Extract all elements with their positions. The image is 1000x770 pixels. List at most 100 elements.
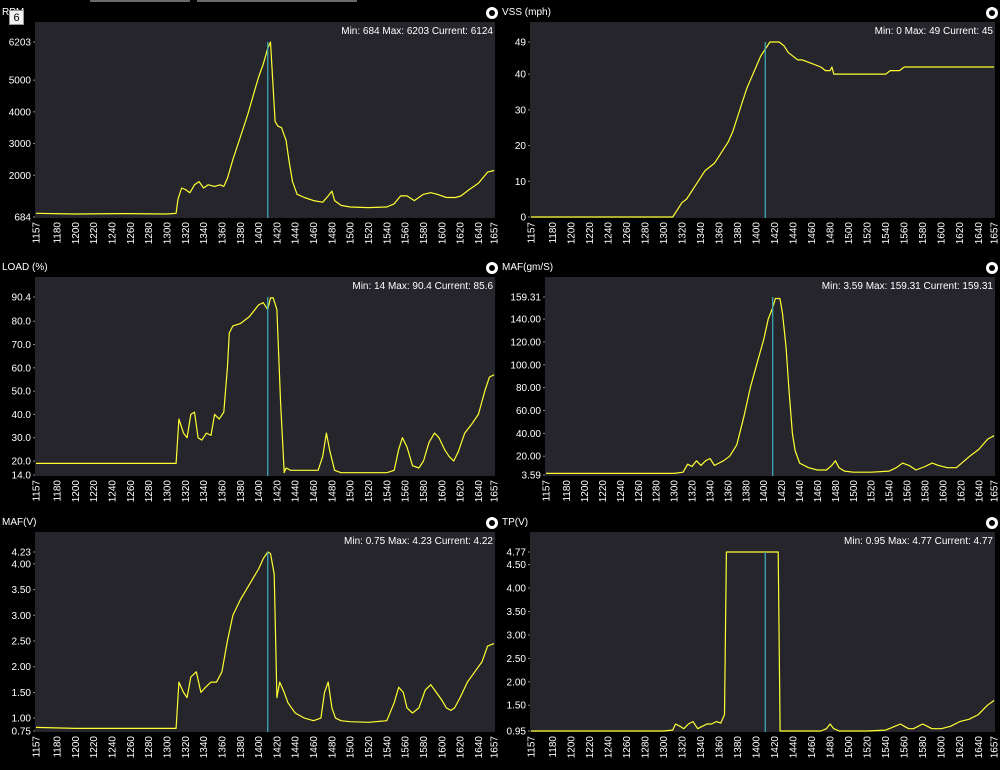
top-divider [197, 0, 357, 2]
x-tick-label: 1560 [900, 222, 911, 245]
x-tick-label: 1520 [863, 736, 874, 759]
maf-v-options-button[interactable] [486, 517, 498, 529]
x-tick-label: 1480 [826, 736, 837, 759]
y-tick-label: 80.0 [12, 317, 32, 328]
x-tick-label: 1260 [126, 480, 137, 503]
y-tick-label: 4000 [9, 107, 32, 118]
x-tick-label: 1640 [474, 736, 485, 759]
x-tick-label: 1157 [527, 222, 538, 244]
x-tick-label: 1420 [777, 480, 788, 503]
x-tick-label: 1340 [199, 480, 210, 503]
load-title: LOAD (%) [2, 262, 48, 273]
tp-v-chart[interactable]: Min: 0.95 Max: 4.77 Current: 4.77 0.95 1.5… [500, 532, 1000, 766]
vss-mph-options-button[interactable] [986, 7, 998, 19]
x-tick-label: 1600 [437, 736, 448, 759]
rpm-panel-header: RPM [0, 4, 500, 22]
x-tick-label: 1500 [346, 222, 357, 245]
panel-count-badge[interactable]: 6 [9, 10, 24, 25]
y-tick-label: 0.75 [12, 727, 32, 738]
x-tick-label: 1380 [236, 736, 247, 759]
x-tick-label: 1440 [795, 480, 806, 503]
plot-area [530, 532, 995, 732]
x-tick-label: 1220 [585, 222, 596, 245]
x-tick-label: 1460 [807, 736, 818, 759]
plot-area [35, 277, 495, 476]
maf-v-title: MAF(V) [2, 517, 37, 528]
x-tick-label: 1360 [714, 222, 725, 245]
maf-gm-s-chart[interactable]: Min: 3.59 Max: 159.31 Current: 159.31 3.5… [500, 277, 1000, 510]
y-tick-label: 2.00 [507, 677, 527, 688]
maf-v-chart[interactable]: Min: 0.75 Max: 4.23 Current: 4.22 0.75 1.0… [0, 532, 501, 766]
y-tick-label: 4.00 [507, 584, 527, 595]
maf-gm-s-stats: Min: 3.59 Max: 159.31 Current: 159.31 [822, 281, 994, 292]
x-tick-label: 1500 [844, 736, 855, 759]
x-tick-label: 1440 [291, 736, 302, 759]
y-tick-label: 0.95 [507, 727, 527, 738]
x-tick-label: 1360 [217, 736, 228, 759]
maf-gm-s-options-button[interactable] [986, 262, 998, 274]
x-tick-label: 1580 [921, 480, 932, 503]
rpm-options-button[interactable] [486, 7, 498, 19]
x-tick-label: 1480 [327, 222, 338, 245]
maf-gm-s-panel-header: MAF(gm/S) [500, 259, 1000, 277]
y-tick-label: 20.0 [12, 457, 32, 468]
y-tick-label: 684 [14, 213, 31, 224]
load-panel-header: LOAD (%) [0, 259, 500, 277]
x-tick-label: 1280 [144, 222, 155, 245]
x-tick-label: 1460 [309, 480, 320, 503]
y-tick-label: 40.0 [12, 410, 32, 421]
rpm-chart[interactable]: Min: 684 Max: 6203 Current: 6124 684 2000 3… [0, 22, 501, 252]
maf-gm-s-title: MAF(gm/S) [502, 262, 554, 273]
x-tick-label: 1400 [254, 222, 265, 245]
y-tick-label: 30 [515, 105, 527, 116]
y-tick-label: 4.23 [12, 548, 32, 559]
x-tick-label: 1280 [640, 736, 651, 759]
vss-mph-chart[interactable]: Min: 0 Max: 49 Current: 45 0 10 20 30 40 49 115… [500, 22, 1000, 252]
y-tick-label: 90.4 [12, 293, 32, 304]
load-chart[interactable]: Min: 14 Max: 90.4 Current: 85.6 14.0 20.0 3… [0, 277, 501, 510]
x-tick-label: 1157 [32, 480, 43, 502]
rpm-stats: Min: 684 Max: 6203 Current: 6124 [341, 26, 493, 37]
x-tick-label: 1420 [770, 736, 781, 759]
x-tick-label: 1220 [89, 222, 100, 245]
x-tick-label: 1200 [566, 736, 577, 759]
x-tick-label: 1300 [162, 736, 173, 759]
x-tick-label: 1620 [956, 480, 967, 503]
x-tick-label: 1640 [474, 480, 485, 503]
x-tick-label: 1157 [32, 736, 43, 758]
x-tick-label: 1540 [885, 480, 896, 503]
x-tick-label: 1620 [955, 222, 966, 245]
y-tick-label: 140.00 [510, 315, 541, 326]
plot-area [35, 22, 495, 218]
x-tick-label: 1420 [770, 222, 781, 245]
x-tick-label: 1200 [71, 480, 82, 503]
plot-area [35, 532, 495, 732]
x-tick-label: 1220 [89, 736, 100, 759]
y-tick-label: 159.31 [510, 293, 541, 304]
tp-v-stats: Min: 0.95 Max: 4.77 Current: 4.77 [844, 536, 993, 547]
x-tick-label: 1657 [990, 736, 1000, 759]
x-tick-label: 1180 [548, 222, 559, 244]
y-tick-label: 20 [515, 141, 527, 152]
x-tick-label: 1220 [89, 480, 100, 503]
x-tick-label: 1300 [670, 480, 681, 503]
x-tick-label: 1657 [490, 222, 501, 245]
x-tick-label: 1657 [490, 736, 501, 759]
x-tick-label: 1240 [616, 480, 627, 503]
tp-v-panel-header: TP(V) [500, 514, 1000, 532]
tp-v-options-button[interactable] [986, 517, 998, 529]
vss-mph-panel-header: VSS (mph) [500, 4, 1000, 22]
x-tick-label: 1300 [659, 222, 670, 245]
x-tick-label: 1420 [272, 480, 283, 503]
x-tick-label: 1480 [327, 736, 338, 759]
x-tick-label: 1400 [752, 222, 763, 245]
y-tick-label: 20.00 [516, 452, 541, 463]
y-tick-label: 4.00 [12, 559, 32, 570]
x-tick-label: 1300 [659, 736, 670, 759]
x-tick-label: 1280 [652, 480, 663, 503]
x-tick-label: 1460 [813, 480, 824, 503]
x-tick-label: 1600 [937, 736, 948, 759]
x-tick-label: 1460 [807, 222, 818, 245]
x-tick-label: 1460 [309, 222, 320, 245]
load-options-button[interactable] [486, 262, 498, 274]
